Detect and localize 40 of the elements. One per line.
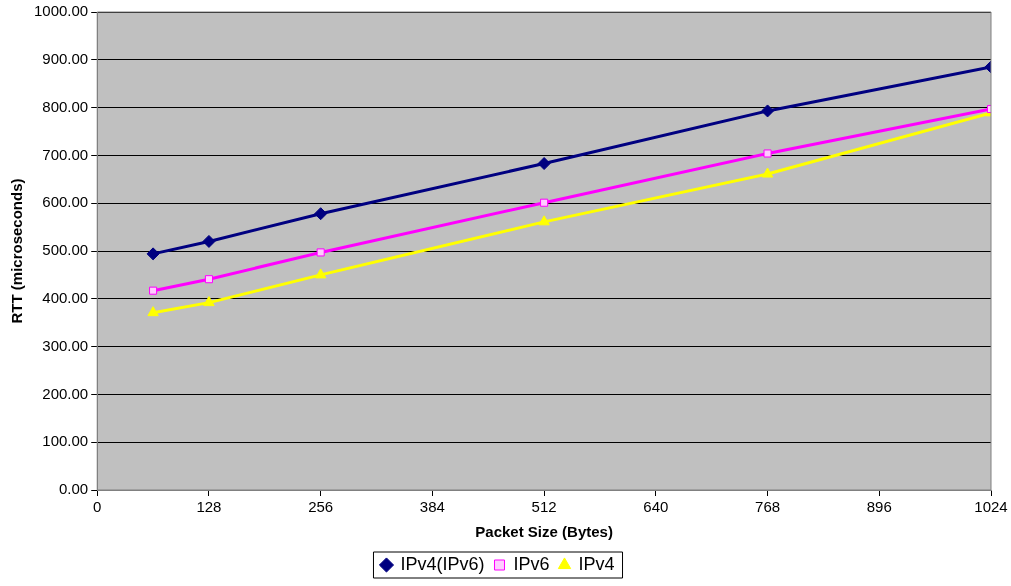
y-tick-label: 100.00 bbox=[42, 432, 89, 450]
x-tick-label: 768 bbox=[755, 498, 781, 516]
point bbox=[761, 167, 774, 178]
y-tick-label: 300.00 bbox=[42, 336, 89, 354]
point bbox=[204, 275, 213, 284]
x-axis-title: Packet Size (Bytes) bbox=[475, 523, 613, 541]
legend-label: IPv4(IPv6) bbox=[400, 553, 485, 574]
y-tick-label: 0.00 bbox=[59, 480, 89, 498]
point bbox=[316, 248, 325, 257]
x-tick-label: 256 bbox=[308, 498, 334, 516]
point bbox=[763, 149, 772, 158]
point bbox=[203, 296, 215, 307]
point bbox=[149, 286, 158, 295]
x-tick-label: 384 bbox=[419, 498, 445, 516]
point bbox=[147, 306, 159, 317]
x-tick-label: 0 bbox=[93, 498, 102, 516]
y-tick-label: 800.00 bbox=[42, 97, 89, 115]
x-tick-label: 896 bbox=[866, 498, 892, 516]
point bbox=[146, 247, 160, 261]
y-tick-label: 600.00 bbox=[42, 193, 89, 211]
x-tick-label: 128 bbox=[196, 498, 222, 516]
y-tick-label: 500.00 bbox=[42, 241, 89, 259]
x-tick-label: 1024 bbox=[974, 498, 1008, 516]
point bbox=[761, 104, 775, 118]
point bbox=[202, 234, 216, 248]
y-tick-label: 1000.00 bbox=[33, 2, 89, 20]
y-tick-label: 200.00 bbox=[42, 384, 89, 402]
legend-label: IPv4 bbox=[578, 553, 615, 574]
x-tick-label: 512 bbox=[531, 498, 557, 516]
x-tick-label: 640 bbox=[643, 498, 669, 516]
y-tick-label: 700.00 bbox=[42, 145, 89, 163]
point bbox=[538, 215, 550, 226]
point bbox=[540, 198, 549, 207]
y-axis-title: RTT (microseconds) bbox=[8, 178, 26, 324]
legend-label: IPv6 bbox=[513, 553, 550, 574]
point bbox=[537, 157, 551, 171]
point bbox=[314, 268, 327, 279]
y-tick-label: 900.00 bbox=[42, 49, 89, 67]
y-tick-label: 400.00 bbox=[42, 288, 89, 306]
point bbox=[314, 207, 328, 221]
